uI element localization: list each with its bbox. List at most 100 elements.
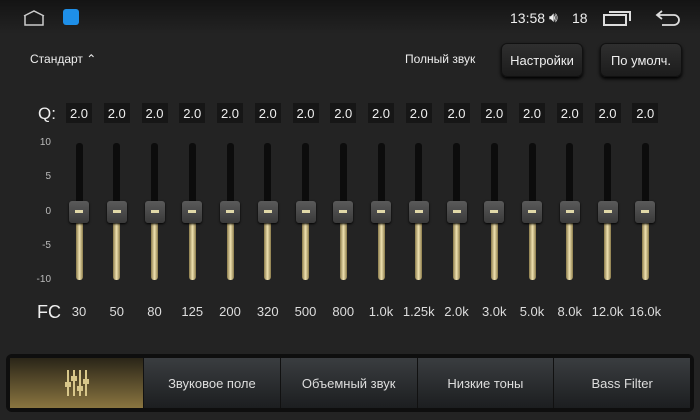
- fc-value: 1.25k: [402, 304, 435, 319]
- q-value[interactable]: 2.0: [481, 103, 508, 123]
- slider-fill[interactable]: [302, 211, 309, 280]
- slider-track[interactable]: [453, 143, 460, 212]
- chevron-up-icon: ⌃: [86, 52, 97, 66]
- default-button[interactable]: По умолч.: [600, 43, 682, 77]
- tab-bass[interactable]: Низкие тоны: [417, 358, 555, 408]
- slider-fill[interactable]: [151, 211, 158, 280]
- fc-value: 1.0k: [368, 304, 394, 319]
- slider-fill[interactable]: [188, 211, 196, 280]
- fc-value: 16.0k: [629, 304, 662, 319]
- q-value[interactable]: 2.0: [330, 103, 357, 123]
- slider-knob[interactable]: [106, 200, 127, 223]
- slider-fill[interactable]: [604, 211, 611, 280]
- slider-knob[interactable]: [371, 200, 391, 223]
- q-value[interactable]: 2.0: [594, 103, 621, 123]
- slider-track[interactable]: [641, 143, 649, 212]
- fc-value: 500: [294, 304, 317, 319]
- slider-knob[interactable]: [597, 200, 618, 223]
- slider-track[interactable]: [528, 143, 536, 212]
- scale-tick: 0: [45, 205, 51, 217]
- q-value[interactable]: 2.0: [179, 103, 206, 123]
- slider-fill[interactable]: [339, 211, 347, 280]
- fc-value: 8.0k: [557, 304, 583, 319]
- fc-value: 50: [109, 304, 124, 319]
- scale-tick: -10: [36, 274, 51, 285]
- fc-value: 320: [256, 304, 279, 319]
- q-value[interactable]: 2.0: [103, 103, 130, 123]
- status-bar: 13:58 🔊︎ 18: [0, 0, 700, 34]
- scale-tick: -5: [42, 239, 51, 251]
- slider-track[interactable]: [339, 143, 347, 212]
- equalizer-icon: [64, 370, 89, 396]
- scale-tick: 5: [45, 171, 51, 183]
- slider-knob[interactable]: [484, 200, 505, 223]
- slider-knob[interactable]: [408, 200, 429, 223]
- slider-fill[interactable]: [490, 211, 498, 280]
- q-value[interactable]: 2.0: [66, 103, 92, 123]
- slider-track[interactable]: [604, 143, 611, 212]
- slider-track[interactable]: [75, 143, 83, 212]
- recent-apps-icon[interactable]: [602, 9, 632, 27]
- slider-track[interactable]: [188, 143, 196, 212]
- fc-value: 3.0k: [481, 304, 507, 319]
- q-value[interactable]: 2.0: [217, 103, 243, 123]
- q-value[interactable]: 2.0: [443, 103, 470, 123]
- slider-track[interactable]: [226, 143, 234, 212]
- fc-value: 800: [332, 304, 355, 319]
- slider-knob[interactable]: [333, 200, 354, 223]
- tab-sound-field[interactable]: Звуковое поле: [144, 358, 281, 408]
- slider-fill[interactable]: [113, 211, 121, 280]
- slider-track[interactable]: [302, 143, 309, 212]
- home-icon[interactable]: [22, 10, 46, 26]
- preset-label: Стандарт: [30, 52, 83, 66]
- settings-button[interactable]: Настройки: [501, 43, 583, 77]
- preset-dropdown[interactable]: Стандарт ⌃: [30, 52, 96, 66]
- q-value[interactable]: 2.0: [368, 103, 394, 123]
- slider-knob[interactable]: [446, 200, 467, 223]
- slider-fill[interactable]: [226, 211, 234, 280]
- tab-bass-filter[interactable]: Bass Filter: [554, 358, 691, 408]
- slider-track[interactable]: [377, 143, 385, 212]
- fc-value: 12.0k: [591, 304, 624, 319]
- slider-knob[interactable]: [295, 200, 316, 223]
- fc-value: 200: [219, 304, 241, 319]
- tab-surround[interactable]: Объемный звук: [280, 358, 418, 408]
- volume-icon[interactable]: 🔊︎: [549, 9, 558, 25]
- slider-track[interactable]: [415, 143, 423, 212]
- slider-knob[interactable]: [635, 200, 656, 223]
- slider-knob[interactable]: [182, 200, 203, 223]
- q-value[interactable]: 2.0: [632, 103, 659, 123]
- slider-knob[interactable]: [257, 200, 278, 223]
- slider-fill[interactable]: [566, 211, 574, 280]
- q-value[interactable]: 2.0: [292, 103, 319, 123]
- full-sound-label[interactable]: Полный звук: [405, 52, 476, 66]
- slider-fill[interactable]: [377, 211, 385, 280]
- back-icon[interactable]: [654, 8, 682, 26]
- slider-fill[interactable]: [528, 211, 536, 280]
- tab-equalizer[interactable]: [10, 358, 145, 408]
- slider-knob[interactable]: [144, 200, 165, 223]
- q-label: Q:: [38, 104, 56, 123]
- slider-track[interactable]: [490, 143, 498, 212]
- slider-track[interactable]: [264, 143, 272, 212]
- slider-knob[interactable]: [69, 200, 89, 223]
- slider-fill[interactable]: [641, 211, 649, 280]
- slider-fill[interactable]: [453, 211, 460, 280]
- slider-fill[interactable]: [415, 211, 423, 280]
- q-value[interactable]: 2.0: [519, 103, 545, 123]
- slider-track[interactable]: [113, 143, 121, 212]
- fc-value: 80: [147, 304, 162, 319]
- q-value[interactable]: 2.0: [141, 103, 168, 123]
- fc-value: 5.0k: [519, 304, 545, 319]
- slider-knob[interactable]: [220, 200, 240, 223]
- slider-fill[interactable]: [264, 211, 272, 280]
- q-value[interactable]: 2.0: [556, 103, 583, 123]
- slider-knob[interactable]: [559, 200, 580, 223]
- slider-knob[interactable]: [522, 200, 542, 223]
- slider-track[interactable]: [151, 143, 158, 212]
- q-value[interactable]: 2.0: [405, 103, 432, 123]
- q-value[interactable]: 2.0: [254, 103, 281, 123]
- slider-track[interactable]: [566, 143, 574, 212]
- app-icon[interactable]: [63, 9, 79, 25]
- slider-fill[interactable]: [75, 211, 83, 280]
